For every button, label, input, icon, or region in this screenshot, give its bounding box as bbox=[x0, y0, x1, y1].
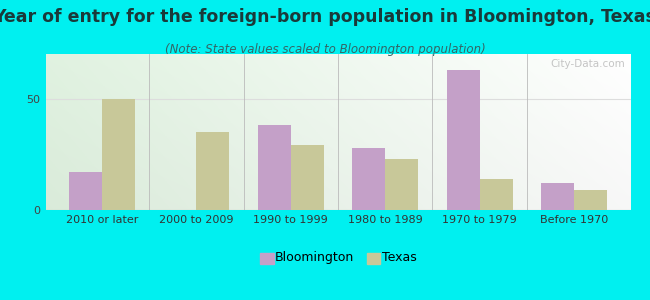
Bar bbox=[541, 183, 574, 210]
Text: City-Data.com: City-Data.com bbox=[550, 59, 625, 69]
Bar bbox=[102, 99, 135, 210]
Legend: Bloomington, Texas: Bloomington, Texas bbox=[255, 246, 421, 269]
Bar bbox=[196, 132, 229, 210]
Bar bbox=[574, 190, 607, 210]
Bar bbox=[385, 159, 418, 210]
Text: Year of entry for the foreign-born population in Bloomington, Texas: Year of entry for the foreign-born popul… bbox=[0, 8, 650, 26]
Bar bbox=[69, 172, 102, 210]
Text: (Note: State values scaled to Bloomington population): (Note: State values scaled to Bloomingto… bbox=[164, 44, 486, 56]
Bar bbox=[352, 148, 385, 210]
Bar bbox=[480, 179, 513, 210]
Bar bbox=[258, 125, 291, 210]
Bar bbox=[291, 146, 324, 210]
Bar bbox=[447, 70, 480, 210]
